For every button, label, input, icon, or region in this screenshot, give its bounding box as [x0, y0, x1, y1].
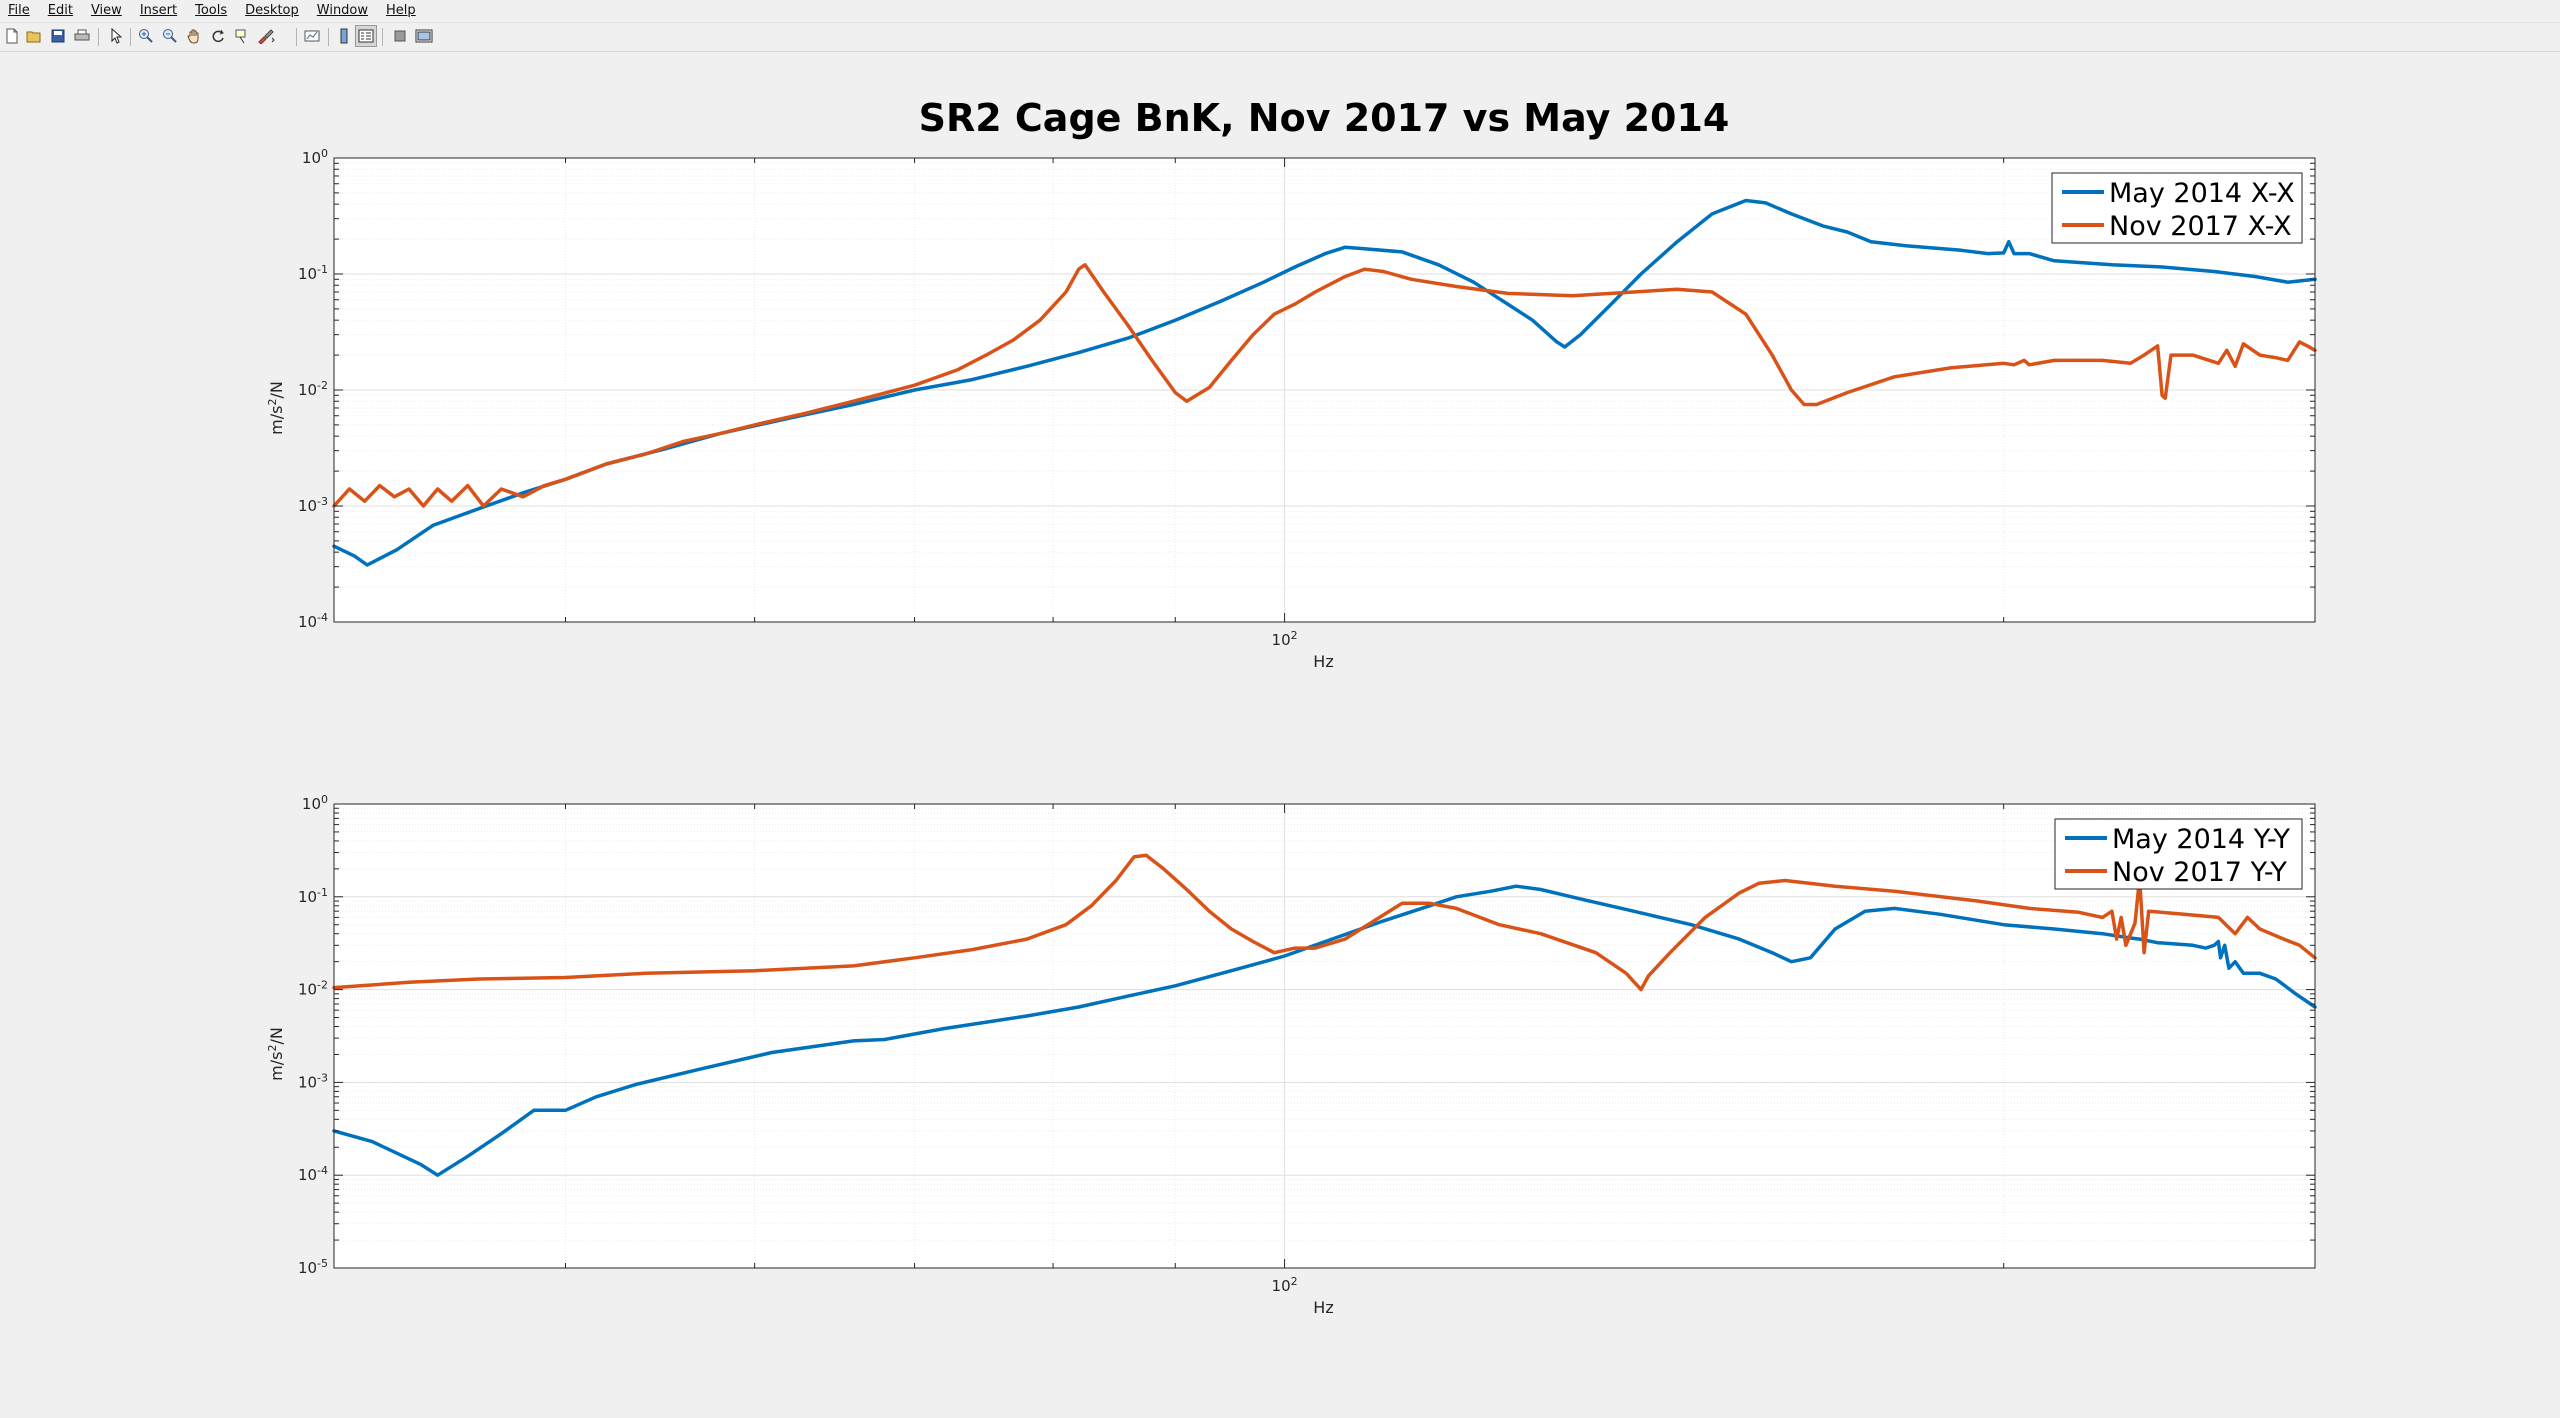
menu-file-label: File: [8, 3, 30, 18]
x-tick-label: 102: [1272, 1275, 1298, 1296]
new-figure-icon[interactable]: [2, 26, 22, 46]
show-plot-tools-icon[interactable]: [414, 26, 434, 46]
y-tick-label: 10-5: [298, 1257, 328, 1278]
menu-view-label: View: [90, 3, 122, 18]
legend-icon[interactable]: [355, 25, 377, 47]
bottom-axes-background: [334, 804, 2315, 1268]
bottom-axes-ticks: 10-5 10-4 10-3 10-2 10-1 100 102: [298, 793, 2315, 1296]
y-tick-label: 10-2: [298, 978, 328, 999]
zoom-in-icon[interactable]: [136, 26, 156, 46]
menu-view[interactable]: View: [82, 0, 131, 22]
legend-entry-label: May 2014 X-X: [2109, 178, 2295, 209]
rotate-3d-icon[interactable]: [208, 26, 228, 46]
figure-title: SR2 Cage BnK, Nov 2017 vs May 2014: [919, 96, 1730, 140]
menu-window-label: Window: [316, 3, 369, 18]
top-x-axis-label: Hz: [1313, 652, 1333, 671]
x-tick-label: 102: [1272, 629, 1298, 650]
y-tick-label: 10-3: [298, 495, 328, 516]
top-axes[interactable]: 10-4 10-3 10-2 10-1 100 102 Hz m/s2/N May 201…: [266, 147, 2317, 672]
bottom-x-axis-label: Hz: [1313, 1298, 1333, 1317]
y-tick-label: 100: [302, 793, 328, 814]
toolbar-separator: [98, 28, 99, 46]
menu-insert-label: Insert: [139, 3, 178, 18]
menu-tools[interactable]: Tools: [186, 0, 236, 22]
legend-entry-label: Nov 2017 Y-Y: [2112, 857, 2287, 888]
legend-box: [2051, 172, 2303, 244]
toolbar-separator: [130, 28, 131, 46]
figure-canvas: SR2 Cage BnK, Nov 2017 vs May 2014 10-41…: [266, 96, 2317, 1318]
bottom-axes-frame: [333, 803, 2316, 1269]
bottom-axes[interactable]: 10-5 10-4 10-3 10-2 10-1 100 102 Hz m/s2/N May…: [266, 793, 2317, 1318]
toolbar-separator: [382, 28, 383, 46]
menu-help[interactable]: Help: [377, 0, 425, 22]
data-cursor-icon[interactable]: [232, 26, 252, 46]
toolbar-separator: [296, 28, 297, 46]
menu-window[interactable]: Window: [308, 0, 377, 22]
y-tick-label: 100: [302, 147, 328, 168]
bottom-y-axis-label: m/s2/N: [266, 1027, 287, 1081]
y-tick-label: 10-3: [298, 1071, 328, 1092]
y-tick-label: 10-1: [298, 263, 328, 284]
series-line-may-2014[interactable]: [332, 198, 2317, 567]
pointer-icon[interactable]: [106, 26, 126, 46]
open-file-icon[interactable]: [24, 26, 44, 46]
top-y-axis-label: m/s2/N: [266, 381, 287, 435]
top-axes-grid: [333, 157, 2315, 623]
pan-icon[interactable]: [184, 26, 204, 46]
y-tick-label: 10-4: [298, 1164, 328, 1185]
y-tick-label: 10-2: [298, 379, 328, 400]
menu-help-label: Help: [386, 3, 416, 18]
figure-toolbar: [0, 23, 2560, 52]
link-plot-icon[interactable]: [302, 26, 322, 46]
save-icon[interactable]: [48, 26, 68, 46]
brush-icon[interactable]: [256, 26, 276, 46]
menu-tools-label: Tools: [195, 3, 228, 18]
toolbar-separator: [328, 28, 329, 46]
series-line-may-2014[interactable]: [332, 884, 2317, 1177]
menu-bar: File Edit View Insert Tools Desktop Wind…: [0, 0, 2560, 23]
legend-entry-label: Nov 2017 X-X: [2109, 211, 2292, 242]
legend-entry-label: May 2014 Y-Y: [2112, 824, 2291, 855]
top-axes-series: [332, 198, 2317, 567]
hide-plot-tools-icon[interactable]: [390, 26, 410, 46]
menu-edit-label: Edit: [47, 3, 73, 18]
y-tick-label: 10-4: [298, 611, 328, 632]
y-tick-label: 10-1: [298, 885, 328, 906]
top-axes-ticks: 10-4 10-3 10-2 10-1 100 102: [298, 147, 2315, 650]
colorbar-icon[interactable]: [334, 26, 354, 46]
menu-desktop[interactable]: Desktop: [236, 0, 308, 22]
menu-desktop-label: Desktop: [245, 3, 299, 18]
series-line-nov-2017[interactable]: [332, 263, 2317, 508]
print-icon[interactable]: [72, 26, 92, 46]
zoom-out-icon[interactable]: [160, 26, 180, 46]
legend-box: [2054, 818, 2303, 890]
menu-insert[interactable]: Insert: [131, 0, 186, 22]
menu-edit[interactable]: Edit: [39, 0, 82, 22]
menu-file[interactable]: File: [0, 0, 39, 22]
